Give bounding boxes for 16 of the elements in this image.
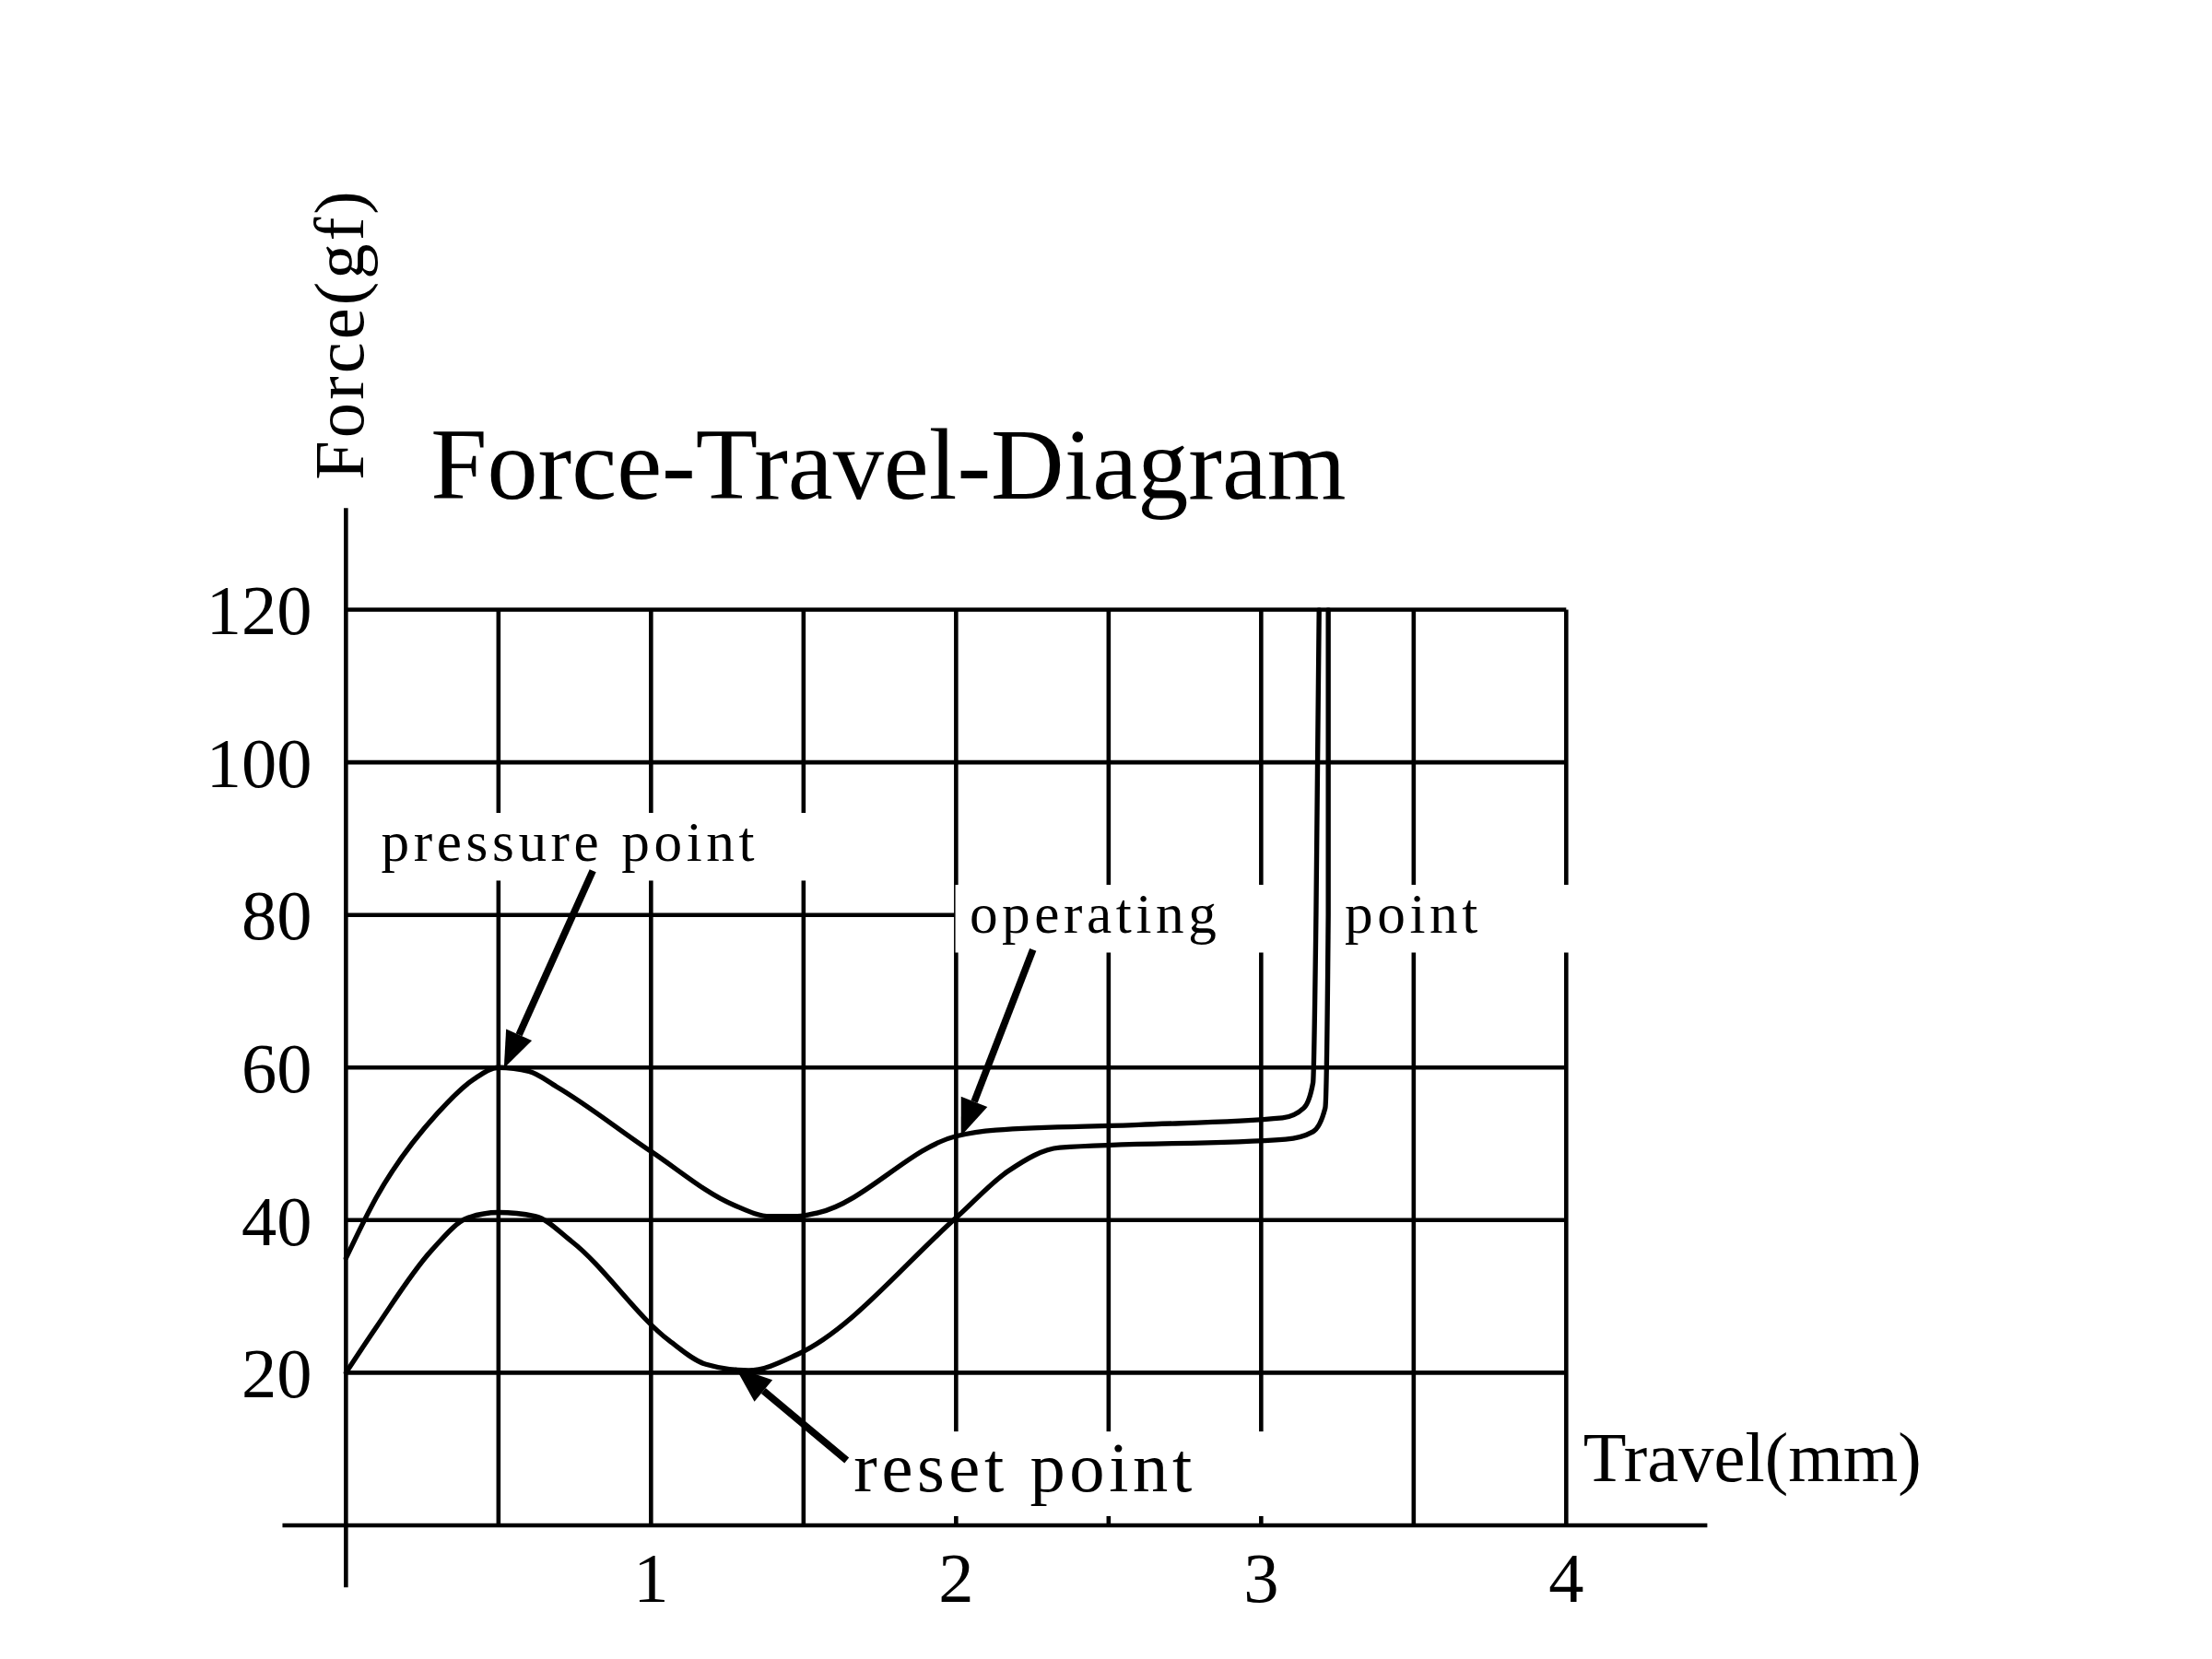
y-tick-label: 20 xyxy=(241,1335,312,1414)
y-tick-label: 40 xyxy=(241,1182,312,1261)
annotation: operating point xyxy=(969,882,1482,946)
x-axis-title: Travel(mm) xyxy=(1583,1418,1922,1498)
annotation: reset point xyxy=(853,1429,1196,1508)
chart-title: Force-Travel-Diagram xyxy=(430,407,1347,521)
annotation: pressure point xyxy=(381,810,759,874)
x-tick-label: 1 xyxy=(633,1538,669,1618)
x-tick-label: 2 xyxy=(938,1538,974,1618)
x-tick-label: 4 xyxy=(1548,1538,1584,1618)
y-axis-title: Force(gf) xyxy=(300,188,379,480)
y-tick-label: 80 xyxy=(241,877,312,956)
y-tick-label: 100 xyxy=(206,724,312,803)
x-tick-label: 3 xyxy=(1243,1538,1279,1618)
y-tick-label: 120 xyxy=(206,571,312,651)
y-tick-label: 60 xyxy=(241,1030,312,1109)
